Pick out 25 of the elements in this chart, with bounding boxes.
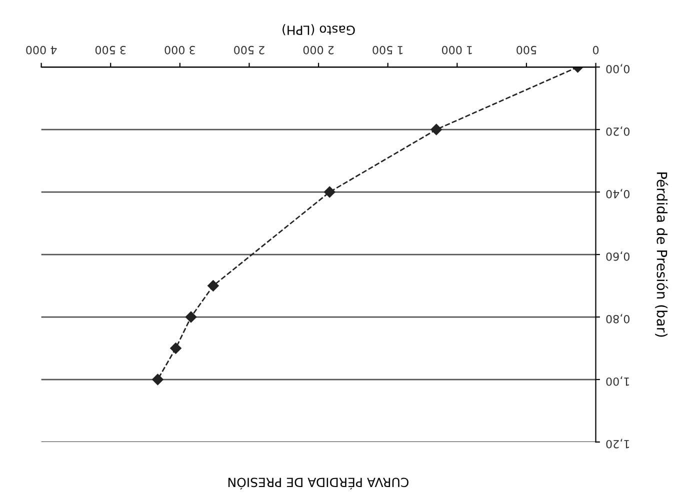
- y-tick-label: 1,20: [606, 438, 629, 448]
- point: [185, 311, 197, 323]
- x-tick-label: 1 500: [372, 46, 403, 54]
- x-tick-label: 2 500: [234, 46, 264, 54]
- x-tick-label: 2 000: [303, 46, 334, 54]
- x-tick-label: 3 500: [95, 46, 126, 54]
- y-tick-label: 0,00: [606, 64, 630, 74]
- point: [170, 342, 182, 354]
- point: [324, 186, 336, 198]
- y-tick-label: 0,20: [606, 126, 630, 136]
- x-tick-label: 0: [592, 46, 599, 54]
- y-tick-label: 0,80: [606, 314, 630, 324]
- x-tick-label: 500: [516, 46, 536, 54]
- y-tick-label: 0,60: [606, 251, 630, 261]
- x-axis-title: Gasto (LPH): [282, 24, 355, 36]
- x-tick-label: 3 000: [164, 46, 195, 54]
- y-tick-label: 1,00: [606, 376, 629, 386]
- text: CURVA PÉRDIDA DE PRESIÓN: [228, 478, 408, 490]
- y-axis-title: Pérdida de Presión (bar): [655, 172, 668, 337]
- point: [152, 374, 164, 386]
- point: [208, 280, 219, 292]
- point: [430, 124, 442, 136]
- y-tick-label: 0,40: [606, 188, 630, 198]
- x-tick-label: 1 000: [442, 46, 472, 54]
- x-tick-label: 4 000: [26, 46, 57, 54]
